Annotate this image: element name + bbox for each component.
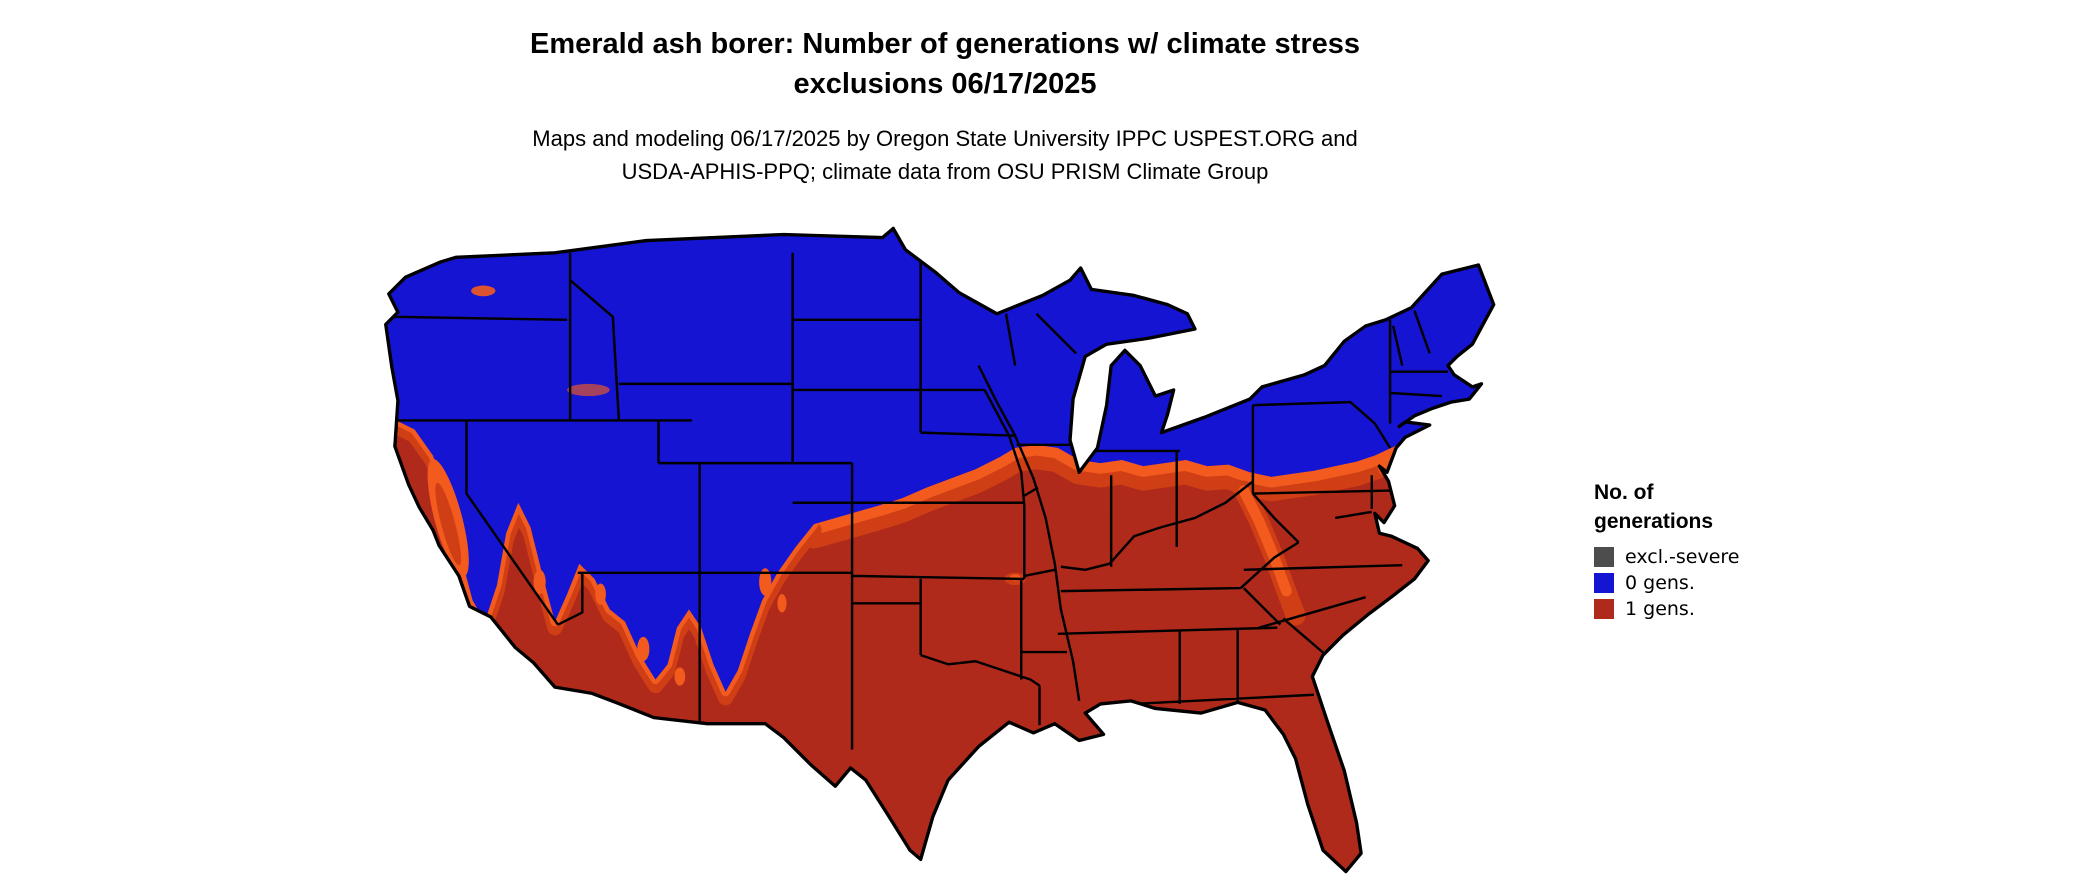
legend-title-line1: No. of <box>1594 481 1654 504</box>
page-subtitle-line2: USDA-APHIS-PPQ; climate data from OSU PR… <box>621 159 1269 184</box>
us-map <box>372 222 1512 881</box>
legend-swatch-excluded <box>1594 547 1614 567</box>
state-borders <box>387 249 1448 750</box>
page-title-line1: Emerald ash borer: Number of generations… <box>530 28 1360 60</box>
page-title: Emerald ash borer: Number of generations… <box>530 24 1360 104</box>
legend-item-excluded: excl.-severe <box>1594 544 1740 570</box>
legend-swatch-one-gen <box>1594 599 1614 619</box>
legend-title: No. of generations <box>1594 478 1740 536</box>
legend-title-line2: generations <box>1594 510 1714 533</box>
transition-patches <box>427 285 1391 686</box>
page-title-line2: exclusions 06/17/2025 <box>793 68 1097 100</box>
page-subtitle-line1: Maps and modeling 06/17/2025 by Oregon S… <box>532 126 1358 151</box>
legend-label-one-gen: 1 gens. <box>1625 598 1695 620</box>
legend-item-zero-gens: 0 gens. <box>1594 570 1740 596</box>
page-subtitle: Maps and modeling 06/17/2025 by Oregon S… <box>532 122 1357 188</box>
legend-swatch-zero-gens <box>1594 573 1614 593</box>
legend: No. of generations excl.-severe 0 gens. … <box>1594 478 1740 622</box>
legend-label-excluded: excl.-severe <box>1625 546 1740 568</box>
us-map-svg <box>384 226 1496 874</box>
legend-label-zero-gens: 0 gens. <box>1625 572 1695 594</box>
legend-item-one-gen: 1 gens. <box>1594 596 1740 622</box>
